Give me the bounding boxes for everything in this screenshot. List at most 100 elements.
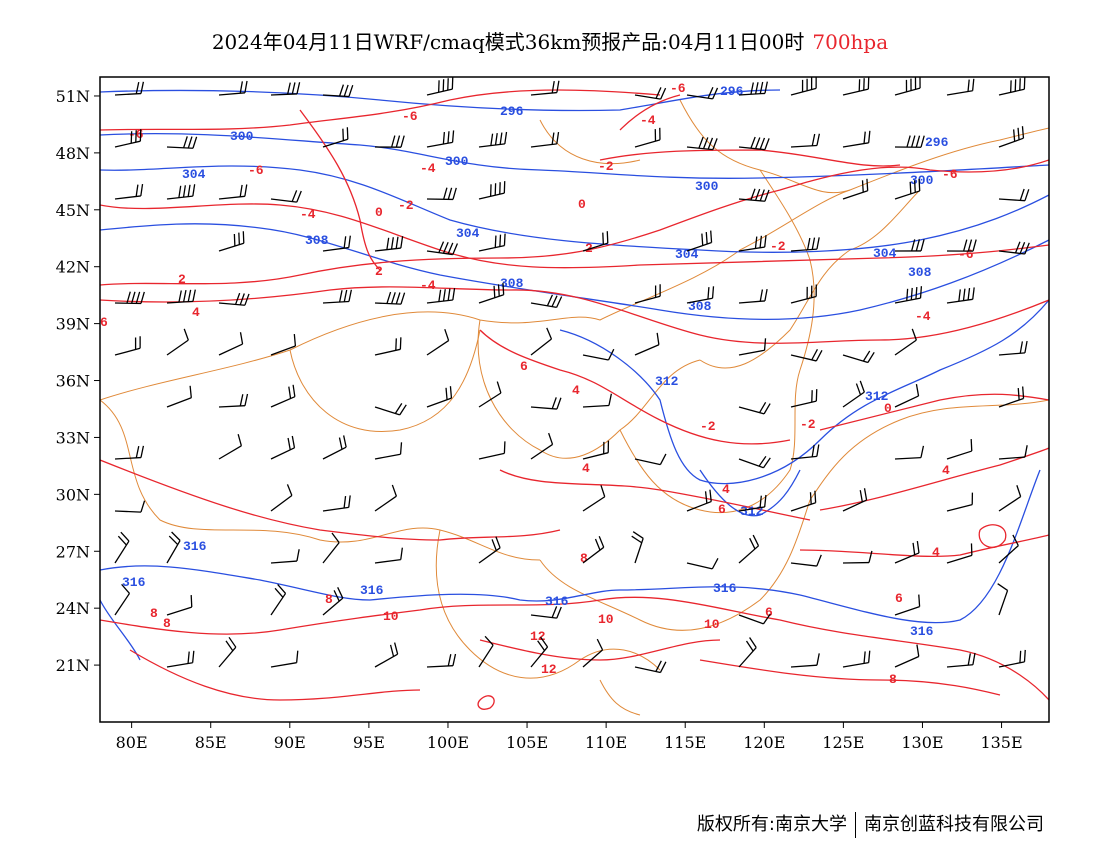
- temp-label: -4: [640, 113, 656, 128]
- wind-barb: [270, 549, 300, 564]
- lat-tick-label: 21N: [56, 656, 90, 675]
- wind-barb: [894, 594, 921, 616]
- temp-label: 4: [582, 461, 590, 476]
- wind-barb: [270, 334, 297, 356]
- wind-barb: [738, 338, 767, 356]
- wind-barb: [634, 127, 661, 148]
- height-label: 300: [230, 129, 254, 144]
- height-label: 316: [183, 539, 207, 554]
- wind-barb: [998, 188, 1030, 202]
- lat-tick-label: 33N: [56, 428, 90, 447]
- wind-barb: [478, 181, 506, 200]
- lon-tick-label: 85E: [195, 733, 227, 752]
- wind-barb: [894, 77, 921, 96]
- height-label: 300: [445, 154, 469, 169]
- wind-barb: [426, 386, 453, 408]
- temp-label: -6: [942, 167, 958, 182]
- wind-barb: [218, 636, 237, 668]
- wind-barb: [842, 488, 868, 512]
- wind-barb: [114, 81, 145, 96]
- wind-barb: [634, 453, 667, 466]
- temp-label: 6: [520, 359, 528, 374]
- wind-barb: [842, 77, 870, 96]
- wind-barb: [686, 230, 713, 252]
- wind-barb: [790, 554, 822, 567]
- wind-barb: [582, 535, 605, 564]
- lon-tick-label: 105E: [506, 733, 548, 752]
- wind-barb: [946, 492, 974, 512]
- wind-barb: [530, 606, 562, 619]
- wind-barb: [946, 439, 973, 460]
- wind-barb: [270, 82, 301, 96]
- wind-barb: [374, 547, 403, 564]
- wind-barb: [270, 435, 296, 460]
- wind-barb: [426, 241, 459, 256]
- wind-barb: [114, 583, 131, 616]
- wind-barb: [478, 233, 506, 252]
- wind-barb: [790, 490, 817, 512]
- wind-barb: [322, 289, 353, 304]
- wind-barb: [530, 131, 560, 148]
- wind-barb: [686, 86, 719, 100]
- wind-barb: [842, 130, 871, 148]
- wind-barb: [582, 638, 604, 668]
- wind-barb: [738, 136, 770, 151]
- title-main: 2024年04月11日WRF/cmaq模式36km预报产品:04月11日00时: [211, 30, 805, 54]
- wind-barb: [478, 635, 494, 668]
- wind-barb: [478, 282, 505, 304]
- height-contours: [100, 89, 1049, 661]
- lat-tick-label: 48N: [56, 144, 90, 163]
- height-label: 308: [908, 265, 932, 280]
- wind-barb: [790, 348, 823, 362]
- wind-barb: [790, 133, 821, 148]
- wind-barb: [530, 636, 549, 668]
- height-label: 296: [500, 104, 524, 119]
- wind-barb: [842, 650, 871, 668]
- temp-label: -6: [958, 247, 974, 262]
- lat-tick-label: 39N: [56, 315, 90, 334]
- wind-barb: [114, 291, 145, 305]
- wind-barb: [686, 489, 712, 512]
- wind-barb: [426, 130, 455, 148]
- wind-barb: [790, 77, 817, 96]
- wind-barb: [894, 644, 920, 668]
- height-label: 316: [122, 575, 146, 590]
- temp-label: -2: [800, 417, 816, 432]
- temp-label: 6: [718, 502, 726, 517]
- temp-label: 12: [530, 629, 546, 644]
- wind-barb: [790, 389, 818, 408]
- wind-barb: [322, 435, 347, 460]
- wind-barb: [530, 432, 554, 460]
- wind-barb: [166, 531, 181, 564]
- map-title: 2024年04月11日WRF/cmaq模式36km预报产品:04月11日00时 7…: [0, 26, 1100, 55]
- wind-barb: [738, 188, 770, 202]
- temp-label: -4: [420, 278, 436, 293]
- wind-barb: [686, 136, 718, 151]
- footer-company: 南京创蓝科技有限公司: [864, 814, 1044, 835]
- wind-barb: [218, 332, 244, 356]
- wind-barb: [790, 653, 820, 668]
- height-label: 316: [713, 581, 737, 596]
- temp-label: 4: [932, 545, 940, 560]
- wind-barb: [631, 531, 644, 564]
- wind-barb: [634, 87, 667, 100]
- wind-barb: [894, 540, 920, 564]
- wind-barb: [790, 444, 820, 460]
- lat-tick-label: 24N: [56, 599, 90, 618]
- wind-barb: [478, 536, 501, 564]
- wind-barb: [166, 328, 189, 356]
- height-label: 300: [910, 173, 934, 188]
- wind-barb: [998, 386, 1025, 408]
- wind-barb: [478, 381, 502, 408]
- lon-tick-label: 135E: [980, 733, 1022, 752]
- height-label: 316: [910, 624, 934, 639]
- lon-tick-label: 115E: [664, 733, 706, 752]
- lat-tick-label: 51N: [56, 87, 90, 106]
- temp-label: -2: [770, 239, 786, 254]
- wind-barb: [426, 187, 457, 201]
- height-label: 304: [182, 167, 206, 182]
- wind-barb: [998, 77, 1026, 96]
- height-label: 300: [695, 179, 719, 194]
- wind-barb: [478, 441, 506, 460]
